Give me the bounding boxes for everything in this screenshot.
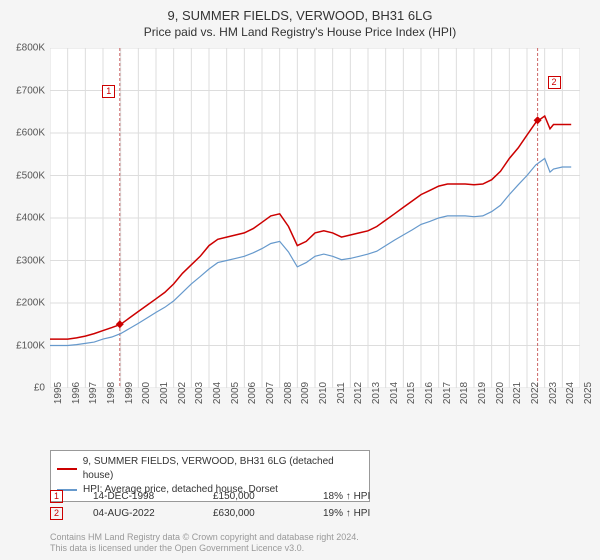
chart-marker-box: 2 bbox=[548, 76, 561, 89]
x-axis-label: 2000 bbox=[141, 382, 152, 404]
y-axis-label: £400K bbox=[0, 213, 45, 224]
y-axis-label: £700K bbox=[0, 85, 45, 96]
marker-id-box: 1 bbox=[50, 490, 63, 503]
x-axis-label: 2003 bbox=[194, 382, 205, 404]
marker-detail-row: 2 04-AUG-2022 £630,000 19% ↑ HPI bbox=[50, 507, 370, 520]
x-axis-label: 2017 bbox=[442, 382, 453, 404]
marker-rows: 1 14-DEC-1998 £150,000 18% ↑ HPI 2 04-AUG-202… bbox=[50, 490, 370, 524]
legend-label: 9, SUMMER FIELDS, VERWOOD, BH31 6LG (det… bbox=[83, 455, 363, 483]
chart-area: £0£100K£200K£300K£400K£500K£600K£700K£80… bbox=[50, 48, 580, 413]
x-axis-label: 2005 bbox=[230, 382, 241, 404]
y-axis-label: £100K bbox=[0, 340, 45, 351]
x-axis-label: 2010 bbox=[318, 382, 329, 404]
x-axis-label: 1997 bbox=[88, 382, 99, 404]
chart-title: 9, SUMMER FIELDS, VERWOOD, BH31 6LG bbox=[0, 0, 600, 23]
x-axis-label: 2004 bbox=[212, 382, 223, 404]
x-axis-label: 1999 bbox=[124, 382, 135, 404]
marker-price: £150,000 bbox=[213, 491, 293, 502]
x-axis-label: 2023 bbox=[548, 382, 559, 404]
x-axis-label: 2008 bbox=[283, 382, 294, 404]
marker-id-box: 2 bbox=[50, 507, 63, 520]
marker-pct: 19% ↑ HPI bbox=[323, 508, 370, 519]
y-axis-label: £300K bbox=[0, 255, 45, 266]
legend-swatch bbox=[57, 468, 77, 470]
x-axis-label: 2018 bbox=[459, 382, 470, 404]
x-axis-label: 2016 bbox=[424, 382, 435, 404]
x-axis-label: 2001 bbox=[159, 382, 170, 404]
marker-detail-row: 1 14-DEC-1998 £150,000 18% ↑ HPI bbox=[50, 490, 370, 503]
x-axis-label: 1995 bbox=[53, 382, 64, 404]
x-axis-label: 2015 bbox=[406, 382, 417, 404]
x-axis-label: 2019 bbox=[477, 382, 488, 404]
x-axis-label: 1996 bbox=[71, 382, 82, 404]
plot-background bbox=[50, 48, 580, 388]
marker-date: 14-DEC-1998 bbox=[93, 491, 183, 502]
x-axis-label: 2022 bbox=[530, 382, 541, 404]
x-axis-label: 1998 bbox=[106, 382, 117, 404]
x-axis-label: 2011 bbox=[336, 382, 347, 404]
y-axis-label: £200K bbox=[0, 298, 45, 309]
footnote-line1: Contains HM Land Registry data © Crown c… bbox=[50, 532, 359, 543]
x-axis-label: 2009 bbox=[300, 382, 311, 404]
marker-pct: 18% ↑ HPI bbox=[323, 491, 370, 502]
x-axis-label: 2021 bbox=[512, 382, 523, 404]
marker-price: £630,000 bbox=[213, 508, 293, 519]
x-axis-label: 2012 bbox=[353, 382, 364, 404]
x-axis-label: 2014 bbox=[389, 382, 400, 404]
y-axis-label: £600K bbox=[0, 128, 45, 139]
x-axis-label: 2007 bbox=[265, 382, 276, 404]
x-axis-label: 2024 bbox=[565, 382, 576, 404]
chart-svg bbox=[50, 48, 580, 388]
x-axis-label: 2002 bbox=[177, 382, 188, 404]
y-axis-label: £800K bbox=[0, 43, 45, 54]
x-axis-label: 2020 bbox=[495, 382, 506, 404]
y-axis-label: £500K bbox=[0, 170, 45, 181]
marker-date: 04-AUG-2022 bbox=[93, 508, 183, 519]
chart-marker-box: 1 bbox=[102, 85, 115, 98]
footnote-line2: This data is licensed under the Open Gov… bbox=[50, 543, 359, 554]
footnote: Contains HM Land Registry data © Crown c… bbox=[50, 532, 359, 554]
y-axis-label: £0 bbox=[0, 383, 45, 394]
x-axis-label: 2013 bbox=[371, 382, 382, 404]
legend-item: 9, SUMMER FIELDS, VERWOOD, BH31 6LG (det… bbox=[57, 455, 363, 483]
chart-subtitle: Price paid vs. HM Land Registry's House … bbox=[0, 23, 600, 39]
x-axis-label: 2006 bbox=[247, 382, 258, 404]
x-axis-label: 2025 bbox=[583, 382, 594, 404]
